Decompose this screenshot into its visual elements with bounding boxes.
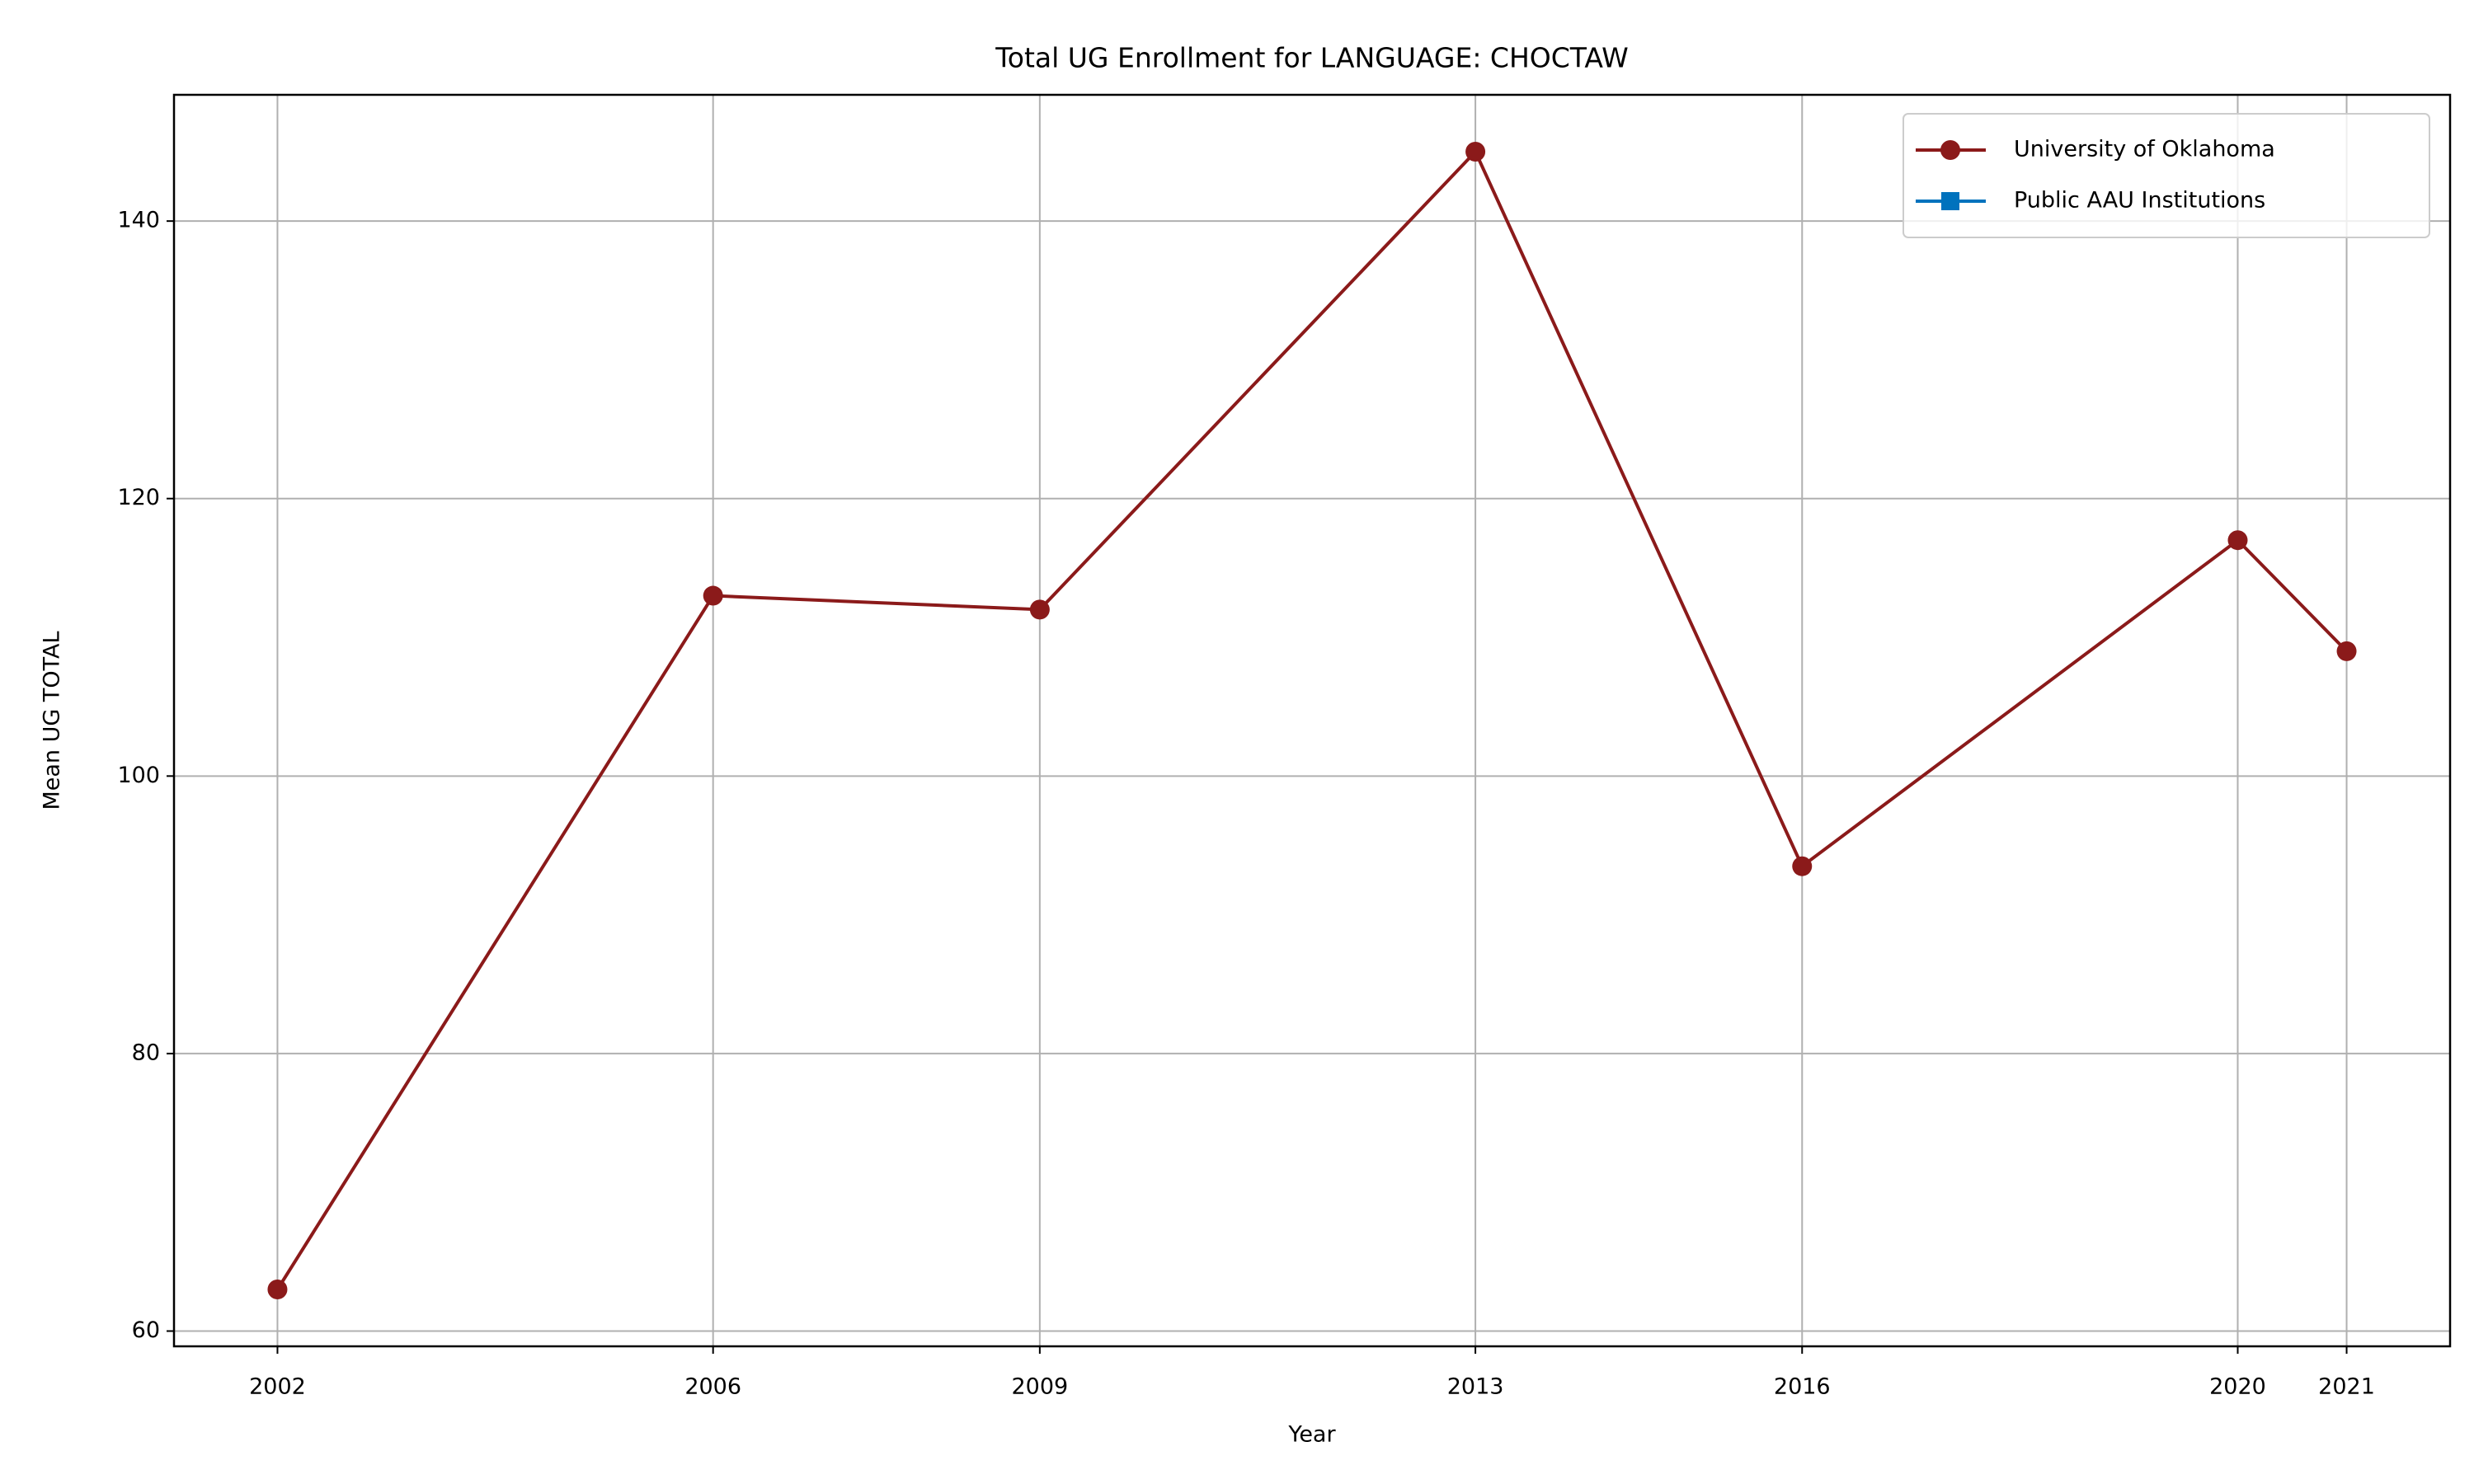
x-tick-label: 2006 — [684, 1374, 741, 1400]
y-axis-label: Mean UG TOTAL — [40, 631, 65, 810]
x-tick-label: 2002 — [249, 1374, 306, 1400]
marker — [2336, 641, 2357, 661]
y-tick-label: 140 — [117, 208, 160, 233]
x-tick-label: 2020 — [2209, 1374, 2266, 1400]
x-tick-label: 2021 — [2318, 1374, 2375, 1400]
marker — [267, 1280, 288, 1299]
chart-title: Total UG Enrollment for LANGUAGE: CHOCTA… — [995, 42, 1629, 74]
y-tick-label: 100 — [117, 763, 160, 788]
legend-label: University of Oklahoma — [2014, 137, 2275, 162]
legend: University of Oklahoma Public AAU Institu… — [1903, 113, 2430, 238]
x-axis-label: Year — [1287, 1422, 1336, 1448]
legend-marker — [1940, 140, 1960, 160]
x-tick-label: 2009 — [1011, 1374, 1068, 1400]
marker — [703, 585, 723, 606]
marker — [1792, 856, 1813, 876]
marker — [1029, 599, 1050, 620]
legend-box — [1903, 113, 2430, 238]
x-tick-label: 2016 — [1774, 1374, 1831, 1400]
y-tick-label: 120 — [117, 485, 160, 510]
marker — [2227, 530, 2248, 551]
plot-frame — [172, 93, 2452, 1348]
legend-marker — [1941, 192, 1959, 210]
y-tick-label: 80 — [132, 1040, 160, 1065]
legend-label: Public AAU Institutions — [2014, 188, 2265, 214]
y-tick-label: 60 — [132, 1317, 160, 1343]
x-tick-label: 2013 — [1447, 1374, 1504, 1400]
marker — [1465, 142, 1486, 162]
